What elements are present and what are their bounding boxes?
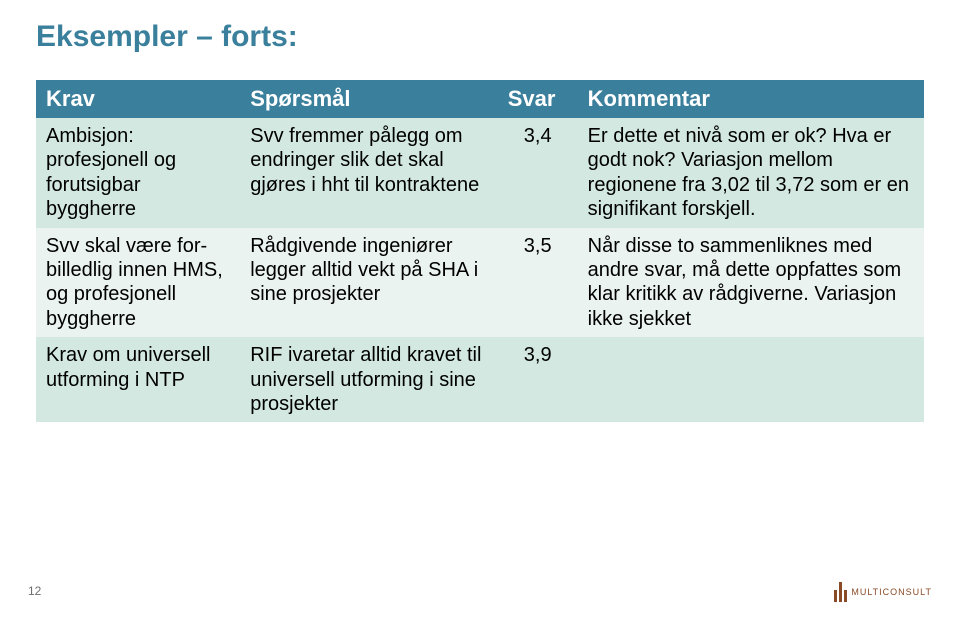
- logo-text: MULTICONSULT: [851, 587, 932, 597]
- cell-kommentar: Er dette et nivå som er ok? Hva er godt …: [578, 118, 924, 228]
- page-number: 12: [28, 584, 41, 598]
- table-row: Svv skal være for-billedlig innen HMS, o…: [36, 228, 924, 338]
- table-header-row: Krav Spørsmål Svar Kommentar: [36, 80, 924, 118]
- cell-svar: 3,9: [498, 337, 578, 422]
- slide: Eksempler – forts: Krav Spørsmål Svar Ko…: [0, 0, 960, 618]
- cell-krav: Krav om universell utforming i NTP: [36, 337, 240, 422]
- data-table: Krav Spørsmål Svar Kommentar Ambisjon: p…: [36, 80, 924, 422]
- table-row: Ambisjon: profesjonell og forutsigbar by…: [36, 118, 924, 228]
- logo: MULTICONSULT: [834, 582, 932, 602]
- cell-kommentar: Når disse to sammenliknes med andre svar…: [578, 228, 924, 338]
- cell-sporsmal: Rådgivende ingeniører legger alltid vekt…: [240, 228, 498, 338]
- cell-sporsmal: Svv fremmer pålegg om endringer slik det…: [240, 118, 498, 228]
- cell-svar: 3,4: [498, 118, 578, 228]
- cell-svar: 3,5: [498, 228, 578, 338]
- cell-krav: Ambisjon: profesjonell og forutsigbar by…: [36, 118, 240, 228]
- cell-krav: Svv skal være for-billedlig innen HMS, o…: [36, 228, 240, 338]
- cell-kommentar: [578, 337, 924, 422]
- col-header-kommentar: Kommentar: [578, 80, 924, 118]
- slide-title: Eksempler – forts:: [36, 20, 924, 54]
- logo-bars-icon: [834, 582, 847, 602]
- table-row: Krav om universell utforming i NTP RIF i…: [36, 337, 924, 422]
- cell-sporsmal: RIF ivaretar alltid kravet til universel…: [240, 337, 498, 422]
- col-header-krav: Krav: [36, 80, 240, 118]
- col-header-svar: Svar: [498, 80, 578, 118]
- col-header-sporsmal: Spørsmål: [240, 80, 498, 118]
